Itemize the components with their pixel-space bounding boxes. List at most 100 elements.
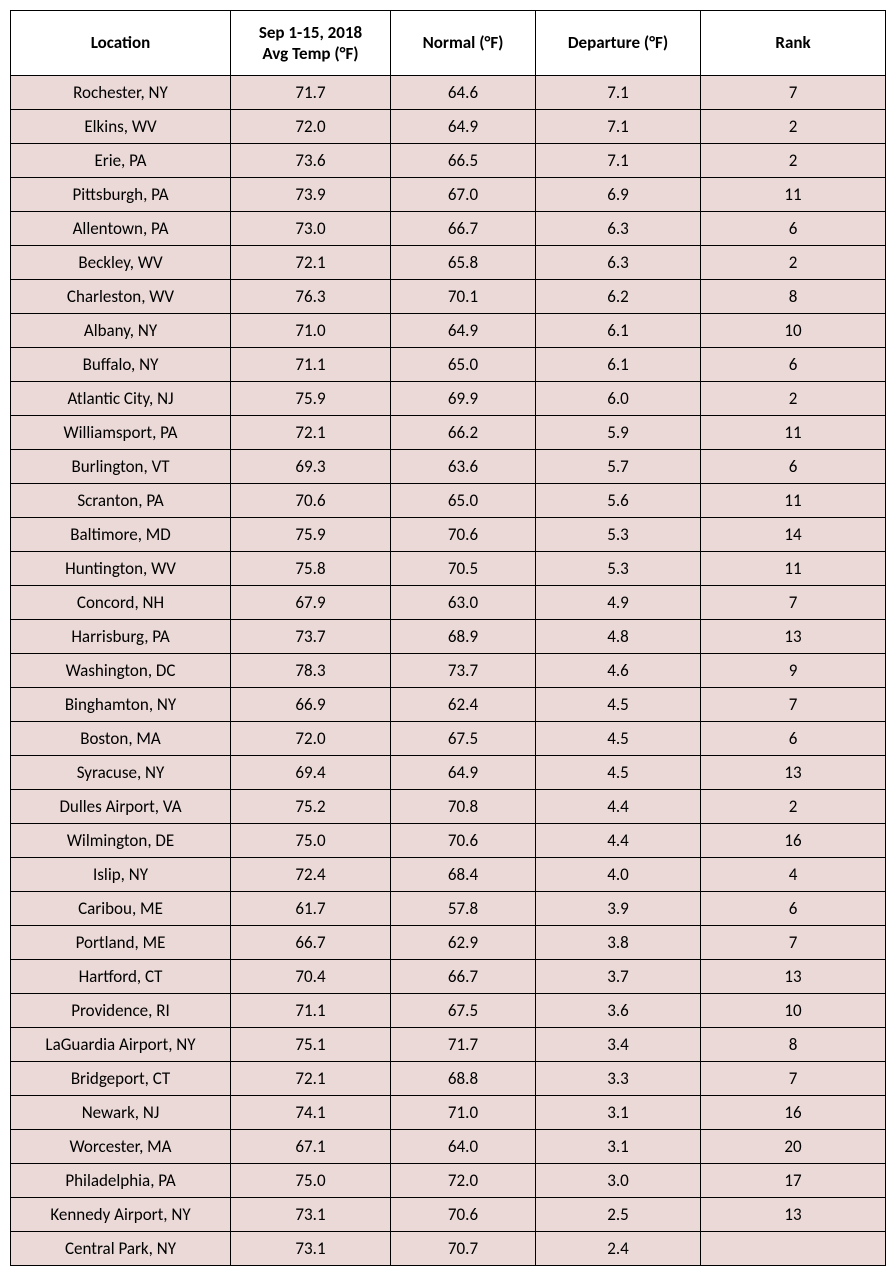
col-header-normal: Normal (°F) [391,11,536,76]
cell-location: Pittsburgh, PA [11,178,231,212]
cell-rank: 4 [701,858,886,892]
cell-normal: 71.7 [391,1028,536,1062]
cell-normal: 67.0 [391,178,536,212]
cell-location: LaGuardia Airport, NY [11,1028,231,1062]
cell-avg_temp: 72.1 [231,416,391,450]
col-header-location: Location [11,11,231,76]
cell-rank: 7 [701,1062,886,1096]
cell-normal: 63.6 [391,450,536,484]
cell-avg_temp: 74.1 [231,1096,391,1130]
cell-departure: 4.4 [536,790,701,824]
cell-rank: 20 [701,1130,886,1164]
cell-avg_temp: 71.1 [231,348,391,382]
cell-departure: 6.0 [536,382,701,416]
cell-departure: 5.6 [536,484,701,518]
table-row: Boston, MA72.067.54.56 [11,722,886,756]
cell-normal: 62.4 [391,688,536,722]
cell-rank: 10 [701,994,886,1028]
cell-normal: 64.0 [391,1130,536,1164]
cell-avg_temp: 75.1 [231,1028,391,1062]
cell-location: Buffalo, NY [11,348,231,382]
cell-normal: 65.0 [391,348,536,382]
cell-departure: 6.1 [536,348,701,382]
cell-location: Albany, NY [11,314,231,348]
cell-rank: 6 [701,212,886,246]
cell-departure: 3.6 [536,994,701,1028]
cell-departure: 3.1 [536,1130,701,1164]
table-row: Elkins, WV72.064.97.12 [11,110,886,144]
cell-location: Erie, PA [11,144,231,178]
cell-location: Hartford, CT [11,960,231,994]
cell-departure: 3.3 [536,1062,701,1096]
cell-rank: 11 [701,416,886,450]
cell-location: Williamsport, PA [11,416,231,450]
table-row: Worcester, MA67.164.03.120 [11,1130,886,1164]
cell-departure: 5.3 [536,552,701,586]
cell-departure: 5.9 [536,416,701,450]
table-row: Dulles Airport, VA75.270.84.42 [11,790,886,824]
cell-rank: 2 [701,790,886,824]
cell-avg_temp: 72.4 [231,858,391,892]
cell-rank: 13 [701,1198,886,1232]
col-header-rank: Rank [701,11,886,76]
cell-rank: 16 [701,824,886,858]
cell-rank: 6 [701,892,886,926]
table-row: Scranton, PA70.665.05.611 [11,484,886,518]
cell-rank: 2 [701,382,886,416]
cell-rank: 7 [701,586,886,620]
cell-location: Huntington, WV [11,552,231,586]
cell-location: Bridgeport, CT [11,1062,231,1096]
cell-rank: 6 [701,450,886,484]
table-row: Kennedy Airport, NY73.170.62.513 [11,1198,886,1232]
cell-normal: 68.8 [391,1062,536,1096]
table-row: Binghamton, NY66.962.44.57 [11,688,886,722]
cell-rank: 8 [701,1028,886,1062]
cell-rank [701,1232,886,1266]
cell-location: Harrisburg, PA [11,620,231,654]
table-row: Buffalo, NY71.165.06.16 [11,348,886,382]
cell-avg_temp: 71.1 [231,994,391,1028]
cell-normal: 68.4 [391,858,536,892]
cell-avg_temp: 66.7 [231,926,391,960]
cell-rank: 7 [701,926,886,960]
cell-avg_temp: 72.1 [231,246,391,280]
cell-departure: 6.1 [536,314,701,348]
cell-normal: 67.5 [391,994,536,1028]
cell-normal: 64.9 [391,756,536,790]
cell-rank: 7 [701,688,886,722]
cell-location: Providence, RI [11,994,231,1028]
table-row: Williamsport, PA72.166.25.911 [11,416,886,450]
cell-departure: 6.3 [536,212,701,246]
cell-location: Newark, NJ [11,1096,231,1130]
cell-location: Philadelphia, PA [11,1164,231,1198]
cell-avg_temp: 72.1 [231,1062,391,1096]
cell-avg_temp: 67.9 [231,586,391,620]
temperature-table: Location Sep 1-15, 2018Avg Temp (°F) Nor… [10,10,886,1266]
cell-location: Beckley, WV [11,246,231,280]
cell-normal: 65.0 [391,484,536,518]
cell-normal: 70.6 [391,1198,536,1232]
cell-avg_temp: 67.1 [231,1130,391,1164]
cell-location: Washington, DC [11,654,231,688]
cell-avg_temp: 71.7 [231,76,391,110]
cell-departure: 4.6 [536,654,701,688]
cell-normal: 64.6 [391,76,536,110]
table-row: Newark, NJ74.171.03.116 [11,1096,886,1130]
cell-normal: 64.9 [391,314,536,348]
cell-avg_temp: 66.9 [231,688,391,722]
table-header: Location Sep 1-15, 2018Avg Temp (°F) Nor… [11,11,886,76]
cell-departure: 7.1 [536,144,701,178]
cell-normal: 66.7 [391,212,536,246]
cell-avg_temp: 72.0 [231,110,391,144]
table-row: Albany, NY71.064.96.110 [11,314,886,348]
table-row: Hartford, CT70.466.73.713 [11,960,886,994]
table-row: Concord, NH67.963.04.97 [11,586,886,620]
cell-location: Elkins, WV [11,110,231,144]
cell-avg_temp: 73.9 [231,178,391,212]
table-row: Beckley, WV72.165.86.32 [11,246,886,280]
cell-departure: 4.0 [536,858,701,892]
cell-avg_temp: 75.2 [231,790,391,824]
cell-rank: 16 [701,1096,886,1130]
cell-normal: 66.5 [391,144,536,178]
cell-rank: 8 [701,280,886,314]
